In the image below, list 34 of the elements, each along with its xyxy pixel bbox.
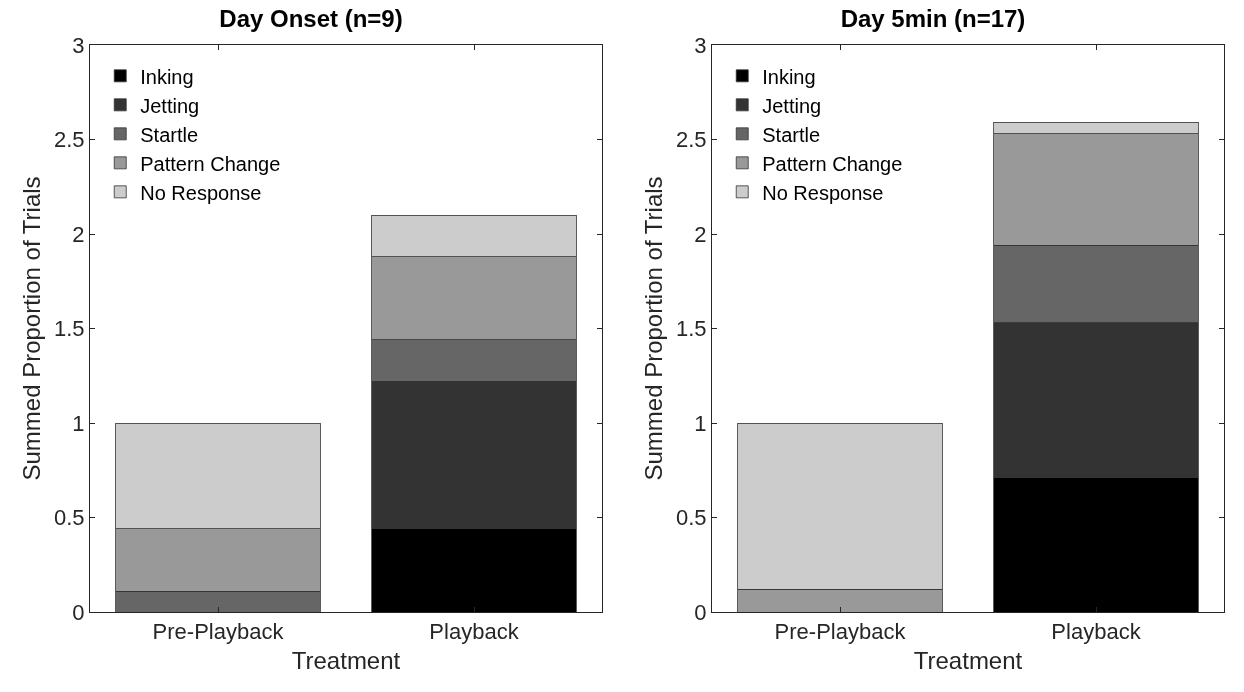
legend-label: Inking (140, 65, 194, 88)
y-tick-label: 3 (694, 32, 707, 58)
y-tick-label: 0 (72, 599, 85, 625)
y-tick-label: 1.5 (54, 316, 85, 342)
y-tick-label: 0.5 (54, 505, 85, 531)
legend-label: Jetting (762, 94, 822, 117)
x-tick-label: Playback (429, 619, 520, 645)
legend-label: Startle (140, 123, 199, 146)
y-tick-label: 2.5 (676, 127, 707, 153)
x-tick-label: Pre-Playback (774, 619, 907, 645)
legend-label: Inking (762, 65, 816, 88)
x-axis-title: Treatment (913, 646, 1023, 674)
legend-label: Pattern Change (762, 152, 903, 175)
legend-label: Startle (762, 123, 821, 146)
y-axis-title: Summed Proportion of Trials (640, 176, 668, 481)
x-tick-label: Playback (1051, 619, 1142, 645)
y-tick-label: 0.5 (676, 505, 707, 531)
legend-label: Pattern Change (140, 152, 281, 175)
legend-label: No Response (762, 181, 884, 204)
y-tick-label: 1 (694, 410, 707, 436)
x-axis-title: Treatment (291, 646, 401, 674)
legend-label: Jetting (140, 94, 200, 117)
chart-title: Day 5min (n=17) (840, 5, 1026, 33)
chart-title: Day Onset (n=9) (219, 5, 403, 33)
y-tick-label: 3 (72, 32, 85, 58)
y-tick-label: 0 (694, 599, 707, 625)
y-tick-label: 1.5 (676, 316, 707, 342)
y-axis-title: Summed Proportion of Trials (18, 176, 46, 481)
y-tick-label: 2 (694, 221, 707, 247)
y-tick-label: 2.5 (54, 127, 85, 153)
legend-label: No Response (140, 181, 262, 204)
x-tick-label: Pre-Playback (152, 619, 285, 645)
y-tick-label: 2 (72, 221, 85, 247)
y-tick-label: 1 (72, 410, 85, 436)
